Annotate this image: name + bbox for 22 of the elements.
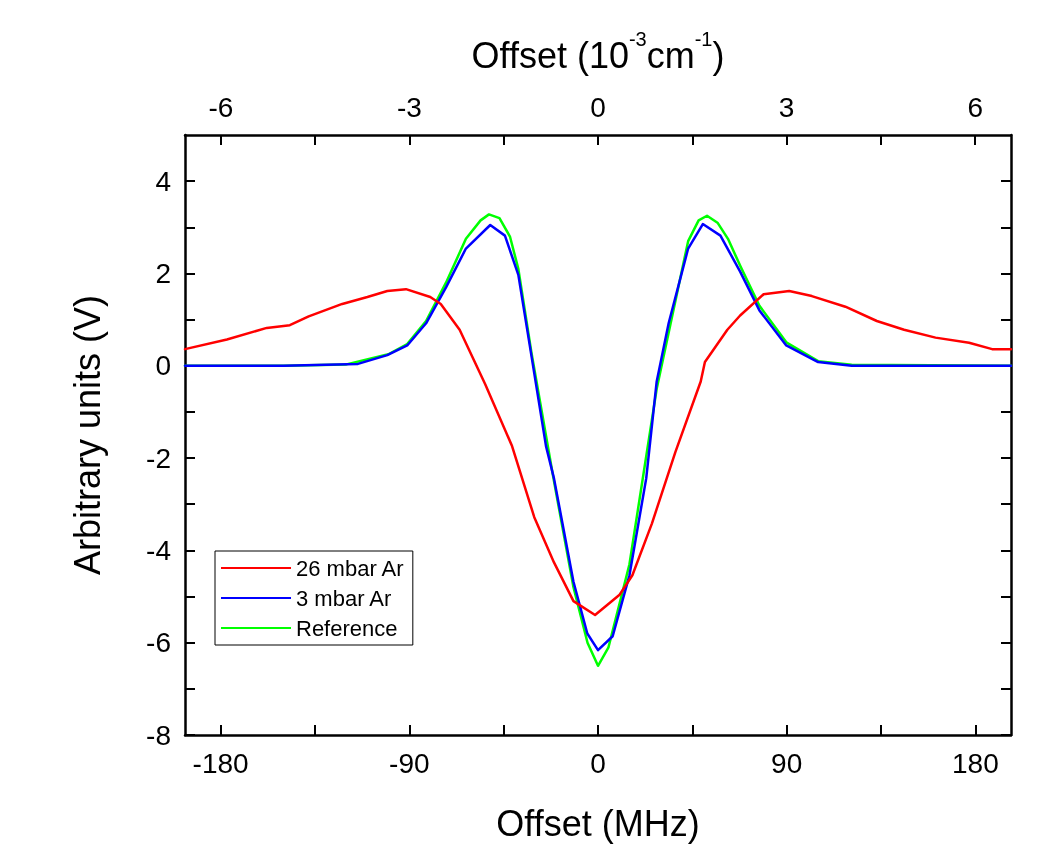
legend-label: 3 mbar Ar (296, 585, 392, 611)
y-tick-label: 0 (155, 350, 171, 382)
x-tick-label: -90 (389, 747, 430, 779)
y-tick-label: -6 (146, 627, 171, 659)
x-axis-title: Offset (MHz) (496, 802, 700, 844)
y-tick-label: -4 (146, 534, 171, 566)
x2-tick-label: -3 (396, 91, 422, 123)
y-tick-label: 4 (155, 165, 171, 197)
x2-tick-label: -6 (208, 91, 234, 123)
y-tick-label: -8 (146, 719, 171, 751)
y-tick-label: -2 (146, 442, 171, 474)
legend-label: 26 mbar Ar (296, 555, 404, 581)
x-tick-label: 90 (771, 747, 803, 779)
x-tick-label: 180 (952, 747, 999, 779)
x2-tick-label: 3 (778, 91, 795, 123)
x-tick-label: 0 (590, 747, 606, 779)
legend-label: Reference (296, 615, 398, 641)
x2-tick-label: 0 (590, 91, 606, 123)
x-tick-label: -180 (192, 747, 249, 779)
x2-tick-label: 6 (967, 91, 983, 123)
y-axis-title: Arbitrary units (V) (66, 294, 108, 576)
y-tick-label: 2 (155, 257, 171, 289)
